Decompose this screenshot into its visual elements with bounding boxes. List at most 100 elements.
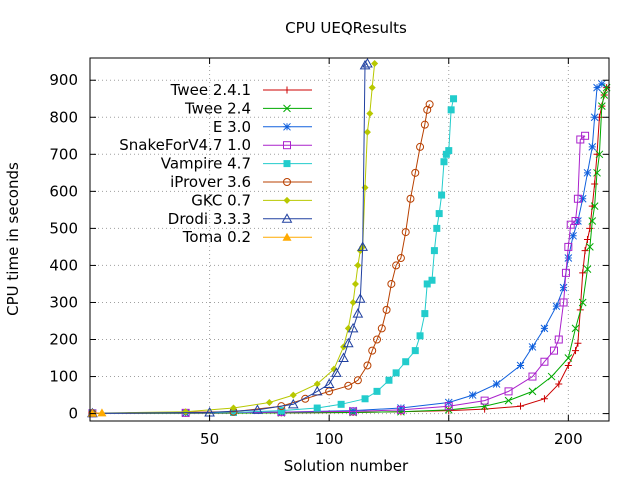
data-point bbox=[597, 102, 606, 111]
data-point bbox=[590, 202, 599, 211]
data-point bbox=[323, 378, 335, 388]
data-point bbox=[368, 84, 376, 92]
data-point bbox=[583, 265, 592, 273]
data-point bbox=[564, 254, 573, 262]
legend-marker bbox=[283, 122, 291, 131]
data-point bbox=[353, 376, 362, 385]
y-tick-label: 200 bbox=[49, 331, 78, 349]
data-point bbox=[373, 335, 382, 344]
data-point bbox=[352, 308, 364, 318]
data-point bbox=[571, 216, 580, 225]
data-point bbox=[597, 80, 606, 88]
y-tick-label: 0 bbox=[68, 405, 78, 423]
data-point bbox=[586, 243, 594, 251]
data-point bbox=[569, 231, 577, 240]
x-tick-label: 50 bbox=[200, 430, 219, 448]
legend-entry-drodi-3-3-3: Drodi 3.3.3 bbox=[168, 210, 312, 228]
data-point bbox=[578, 298, 587, 307]
data-point bbox=[559, 283, 568, 292]
data-point bbox=[402, 358, 410, 366]
plot-frame bbox=[89, 57, 610, 422]
data-point bbox=[445, 407, 453, 415]
data-point bbox=[182, 408, 190, 416]
data-point bbox=[252, 404, 263, 414]
legend-entry-twee-2-4-1: Twee 2.4.1 bbox=[170, 81, 312, 99]
legend-label: SnakeForV4.7 1.0 bbox=[119, 136, 251, 154]
data-point bbox=[504, 387, 513, 396]
data-point bbox=[433, 224, 441, 232]
gridlines bbox=[90, 58, 609, 421]
data-point bbox=[574, 339, 582, 347]
y-axis-label: CPU time in seconds bbox=[4, 162, 22, 316]
data-point bbox=[313, 404, 321, 412]
series-line-twee-2-4 bbox=[92, 87, 608, 414]
data-point bbox=[396, 254, 405, 263]
series-snakeforv4-7-1-0 bbox=[88, 131, 590, 418]
data-point bbox=[588, 143, 597, 151]
legend-marker bbox=[283, 141, 291, 150]
data-point bbox=[572, 347, 580, 355]
data-point bbox=[351, 280, 359, 288]
data-point bbox=[447, 106, 455, 114]
data-point bbox=[289, 391, 297, 399]
data-point bbox=[440, 158, 448, 166]
legend-marker bbox=[283, 160, 291, 168]
data-point bbox=[590, 113, 599, 122]
data-point bbox=[411, 168, 420, 177]
data-point bbox=[555, 380, 563, 388]
data-point bbox=[359, 59, 371, 70]
data-point bbox=[338, 352, 349, 363]
data-point bbox=[571, 324, 580, 333]
data-point bbox=[438, 191, 446, 199]
y-tick-label: 900 bbox=[49, 71, 78, 89]
data-point bbox=[423, 105, 432, 114]
data-point bbox=[313, 380, 321, 388]
data-point bbox=[366, 110, 374, 118]
data-point bbox=[561, 268, 570, 277]
y-tick-label: 600 bbox=[49, 182, 78, 200]
data-point bbox=[528, 343, 537, 351]
data-point bbox=[362, 58, 373, 68]
x-axis-label: Solution number bbox=[284, 457, 409, 475]
legend-label: Twee 2.4.1 bbox=[170, 81, 251, 99]
legend-entry-twee-2-4: Twee 2.4 bbox=[184, 99, 312, 117]
series-line-drodi-3-3-3 bbox=[92, 63, 368, 414]
data-point bbox=[468, 391, 477, 399]
series-e-3-0 bbox=[88, 80, 606, 418]
ticks: 0 100 200 300 400 500 600 700 800 900 50 100 150 200 bbox=[49, 58, 609, 448]
data-point bbox=[373, 387, 381, 395]
y-tick-label: 400 bbox=[49, 256, 78, 274]
x-tick-label: 150 bbox=[434, 430, 463, 448]
data-point bbox=[377, 324, 386, 333]
data-point bbox=[573, 194, 582, 203]
legend-marker bbox=[283, 178, 291, 186]
chart-title: CPU UEQResults bbox=[285, 19, 407, 37]
data-point bbox=[492, 380, 501, 388]
y-tick-label: 500 bbox=[49, 219, 78, 237]
data-point bbox=[583, 236, 591, 243]
series-iprover-3-6 bbox=[88, 100, 434, 418]
data-point bbox=[540, 357, 549, 366]
data-point bbox=[265, 398, 273, 406]
data-point bbox=[445, 147, 453, 155]
data-point bbox=[581, 131, 590, 140]
series-twee-2-4-1 bbox=[88, 84, 611, 417]
legend-label: Toma 0.2 bbox=[182, 228, 251, 246]
data-point bbox=[349, 407, 358, 416]
data-point bbox=[549, 346, 558, 355]
data-point bbox=[581, 247, 589, 255]
data-point bbox=[411, 347, 419, 355]
data-point bbox=[504, 396, 513, 405]
data-point bbox=[385, 376, 393, 384]
data-point bbox=[416, 332, 424, 340]
data-point bbox=[450, 95, 458, 103]
data-point bbox=[349, 298, 357, 306]
data-point bbox=[528, 372, 537, 381]
data-point bbox=[517, 402, 525, 410]
legend-label: iProver 3.6 bbox=[170, 173, 251, 191]
data-point bbox=[397, 404, 405, 412]
data-point bbox=[444, 402, 453, 411]
legend-marker bbox=[282, 232, 292, 241]
data-point bbox=[349, 406, 357, 415]
data-point bbox=[363, 361, 372, 370]
